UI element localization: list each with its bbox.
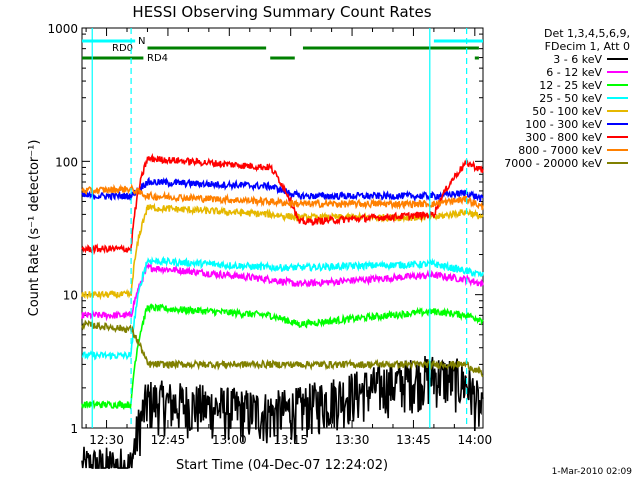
flags-group: N RD0 RD4 <box>82 28 483 428</box>
chart-title: HESSI Observing Summary Count Rates <box>132 3 431 21</box>
footer-date: 1-Mar-2010 02:09 <box>552 467 633 477</box>
series-line <box>81 152 484 256</box>
x-tick-label: 13:30 <box>335 433 370 447</box>
x-tick-label: 14:00 <box>458 433 493 447</box>
x-tick-label: 12:45 <box>151 433 186 447</box>
y-tick-label: 10 <box>63 289 78 303</box>
series-line <box>81 176 484 203</box>
legend-header: Det 1,3,4,5,6,9, <box>544 27 630 40</box>
legend-label: 6 - 12 keV <box>546 66 602 79</box>
legend-header: FDecim 1, Att 0 <box>545 40 630 53</box>
series-line <box>81 303 484 411</box>
y-axis-label: Count Rate (s⁻¹ detector⁻¹) <box>27 140 42 317</box>
series-line <box>81 355 484 469</box>
legend-label: 12 - 25 keV <box>539 79 602 92</box>
legend-label: 50 - 100 keV <box>532 105 602 118</box>
x-tick-label: 13:45 <box>396 433 431 447</box>
x-axis-label: Start Time (04-Dec-07 12:24:02) <box>176 458 388 473</box>
plot-frame <box>81 27 484 429</box>
flag-label: RD0 <box>112 43 133 54</box>
legend-label: 800 - 7000 keV <box>518 144 602 157</box>
series-group <box>81 152 484 469</box>
legend: Det 1,3,4,5,6,9,FDecim 1, Att 03 - 6 keV… <box>504 27 630 170</box>
legend-label: 3 - 6 keV <box>553 53 602 66</box>
series-line <box>81 183 484 211</box>
series-line <box>81 319 484 378</box>
flag-label: N <box>138 36 145 47</box>
y-tick-label: 100 <box>55 155 78 169</box>
series-line <box>81 202 484 301</box>
y-tick-label: 1000 <box>47 22 78 36</box>
legend-label: 300 - 800 keV <box>525 131 602 144</box>
x-tick-label: 12:30 <box>89 433 124 447</box>
legend-label: 25 - 50 keV <box>539 92 602 105</box>
y-tick-label: 1 <box>70 422 78 436</box>
series-line <box>81 262 484 322</box>
legend-label: 100 - 300 keV <box>525 118 602 131</box>
x-tick-label: 13:15 <box>273 433 308 447</box>
series-line <box>81 255 484 361</box>
legend-label: 7000 - 20000 keV <box>504 157 602 170</box>
flag-label: RD4 <box>147 53 168 64</box>
